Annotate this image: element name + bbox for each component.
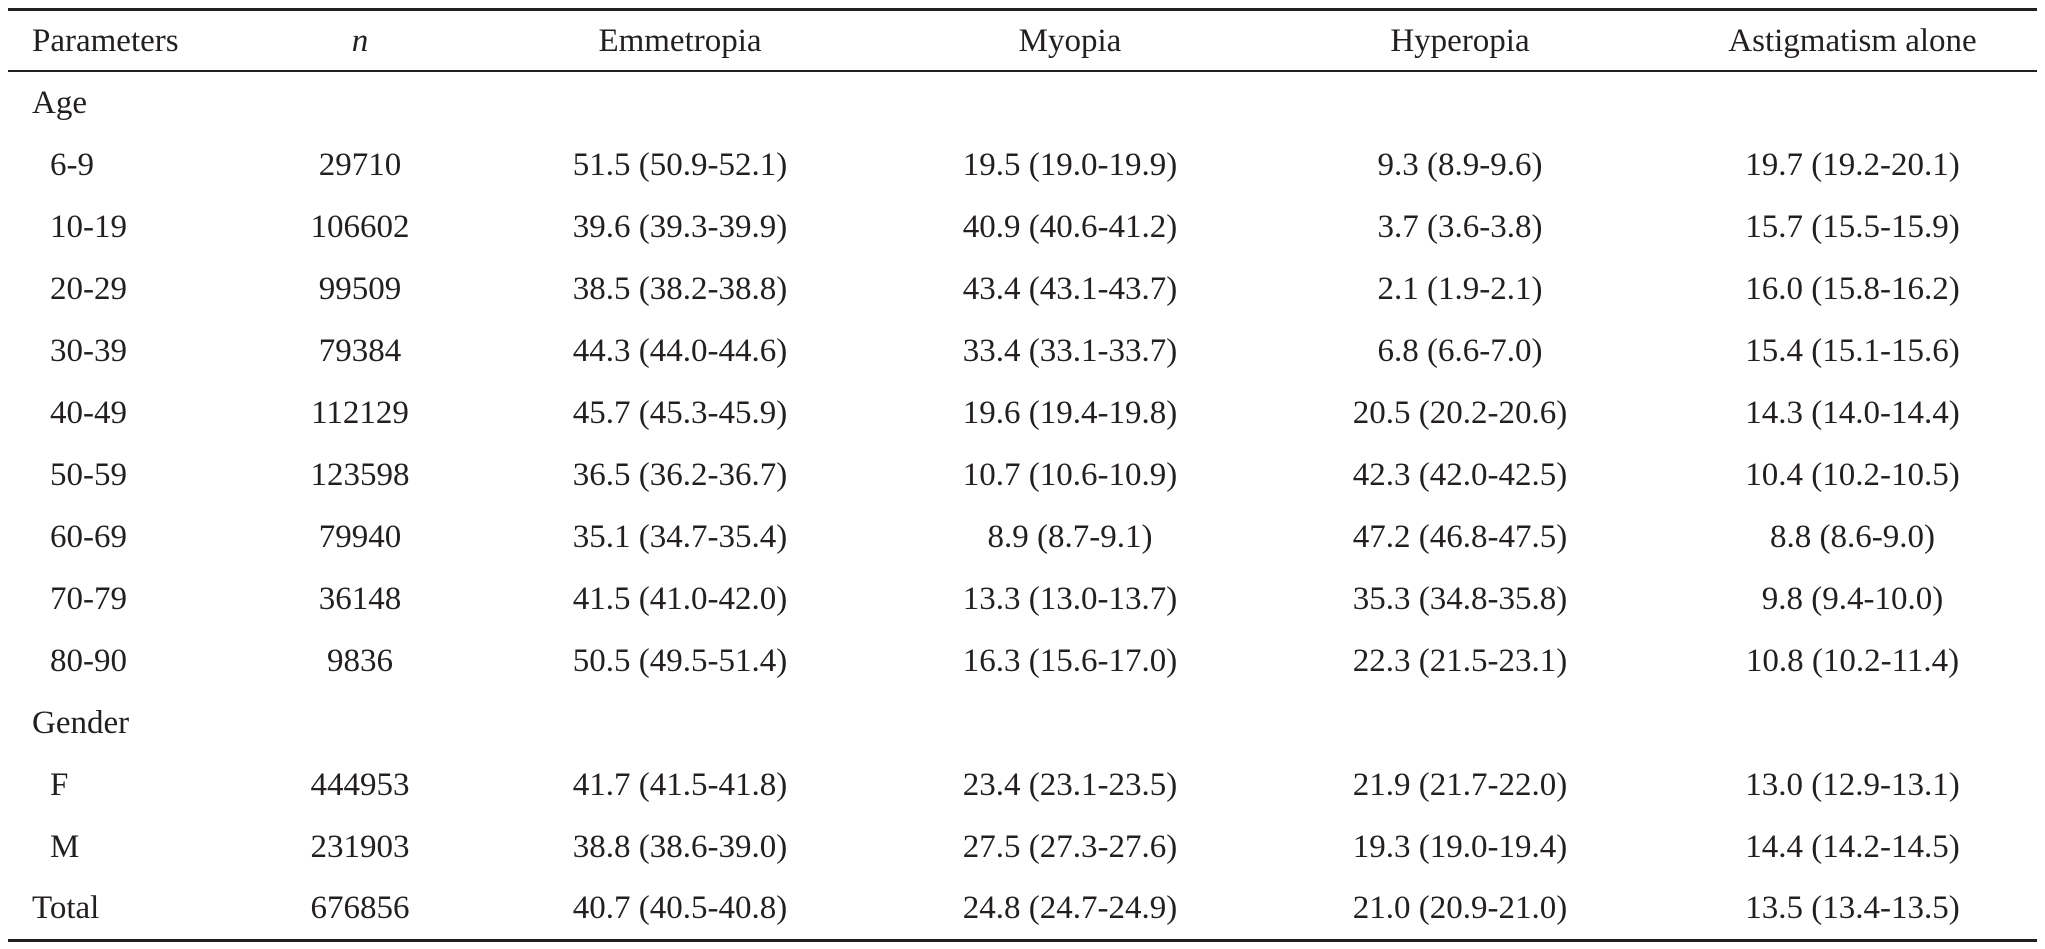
cell-astigmatism-alone: 13.0 (12.9-13.1) bbox=[1745, 766, 1960, 803]
table-row: 20-29 99509 38.5 (38.2-38.8) 43.4 (43.1-… bbox=[0, 258, 2045, 320]
cell-n: 36148 bbox=[318, 580, 402, 617]
cell-astigmatism-alone: 9.8 (9.4-10.0) bbox=[1761, 580, 1944, 617]
cell-n: 112129 bbox=[311, 394, 409, 431]
row-label: F bbox=[50, 766, 69, 803]
row-label: 20-29 bbox=[50, 270, 127, 307]
cell-myopia: 19.5 (19.0-19.9) bbox=[962, 146, 1178, 183]
table-row: 30-39 79384 44.3 (44.0-44.6) 33.4 (33.1-… bbox=[0, 320, 2045, 382]
cell-emmetropia: 41.7 (41.5-41.8) bbox=[572, 766, 788, 803]
cell-n: 79384 bbox=[318, 332, 402, 369]
cell-n: 9836 bbox=[327, 642, 393, 679]
cell-myopia: 27.5 (27.3-27.6) bbox=[962, 828, 1178, 865]
table-row: 70-79 36148 41.5 (41.0-42.0) 13.3 (13.0-… bbox=[0, 568, 2045, 630]
cell-emmetropia: 39.6 (39.3-39.9) bbox=[572, 208, 788, 245]
cell-n: 444953 bbox=[310, 766, 410, 803]
cell-astigmatism-alone: 8.8 (8.6-9.0) bbox=[1770, 518, 1935, 555]
table-row: 6-9 29710 51.5 (50.9-52.1) 19.5 (19.0-19… bbox=[0, 134, 2045, 196]
cell-myopia: 23.4 (23.1-23.5) bbox=[962, 766, 1178, 803]
cell-hyperopia: 35.3 (34.8-35.8) bbox=[1352, 580, 1568, 617]
row-label: 10-19 bbox=[50, 208, 127, 245]
cell-n: 99509 bbox=[318, 270, 402, 307]
row-label: 50-59 bbox=[50, 456, 127, 493]
table-row: 10-19 106602 39.6 (39.3-39.9) 40.9 (40.6… bbox=[0, 196, 2045, 258]
cell-hyperopia: 3.7 (3.6-3.8) bbox=[1377, 208, 1543, 245]
cell-myopia: 13.3 (13.0-13.7) bbox=[962, 580, 1178, 617]
cell-emmetropia: 50.5 (49.5-51.4) bbox=[572, 642, 788, 679]
cell-astigmatism-alone: 10.4 (10.2-10.5) bbox=[1745, 456, 1960, 493]
cell-astigmatism-alone: 14.4 (14.2-14.5) bbox=[1745, 828, 1960, 865]
row-label: 60-69 bbox=[50, 518, 127, 555]
cell-myopia: 33.4 (33.1-33.7) bbox=[962, 332, 1178, 369]
cell-emmetropia: 36.5 (36.2-36.7) bbox=[572, 456, 788, 493]
table-row: F 444953 41.7 (41.5-41.8) 23.4 (23.1-23.… bbox=[0, 754, 2045, 816]
cell-myopia: 40.9 (40.6-41.2) bbox=[962, 208, 1178, 245]
table-header-row: Parameters n Emmetropia Myopia Hyperopia… bbox=[0, 10, 2045, 72]
header-hyperopia: Hyperopia bbox=[1390, 22, 1530, 59]
table-row: 40-49 112129 45.7 (45.3-45.9) 19.6 (19.4… bbox=[0, 382, 2045, 444]
cell-myopia: 8.9 (8.7-9.1) bbox=[987, 518, 1153, 555]
cell-hyperopia: 47.2 (46.8-47.5) bbox=[1352, 518, 1568, 555]
cell-hyperopia: 19.3 (19.0-19.4) bbox=[1352, 828, 1568, 865]
header-astigmatism-alone: Astigmatism alone bbox=[1728, 22, 1977, 59]
row-label: 40-49 bbox=[50, 394, 127, 431]
header-parameters: Parameters bbox=[32, 22, 179, 59]
header-myopia: Myopia bbox=[1018, 22, 1122, 59]
cell-hyperopia: 6.8 (6.6-7.0) bbox=[1377, 332, 1543, 369]
group-row-gender: Gender bbox=[0, 692, 2045, 754]
cell-n: 231903 bbox=[310, 828, 410, 865]
table-row: 50-59 123598 36.5 (36.2-36.7) 10.7 (10.6… bbox=[0, 444, 2045, 506]
table-row-total: Total 676856 40.7 (40.5-40.8) 24.8 (24.7… bbox=[0, 877, 2045, 939]
cell-emmetropia: 51.5 (50.9-52.1) bbox=[572, 146, 788, 183]
cell-myopia: 43.4 (43.1-43.7) bbox=[962, 270, 1178, 307]
cell-emmetropia: 44.3 (44.0-44.6) bbox=[572, 332, 788, 369]
cell-hyperopia: 21.0 (20.9-21.0) bbox=[1352, 889, 1568, 926]
table-header-rule bbox=[8, 70, 2037, 72]
table-row: 60-69 79940 35.1 (34.7-35.4) 8.9 (8.7-9.… bbox=[0, 506, 2045, 568]
cell-n: 106602 bbox=[310, 208, 410, 245]
row-label: 80-90 bbox=[50, 642, 127, 679]
cell-astigmatism-alone: 14.3 (14.0-14.4) bbox=[1745, 394, 1960, 431]
table-row: M 231903 38.8 (38.6-39.0) 27.5 (27.3-27.… bbox=[0, 816, 2045, 878]
cell-hyperopia: 21.9 (21.7-22.0) bbox=[1352, 766, 1568, 803]
cell-astigmatism-alone: 19.7 (19.2-20.1) bbox=[1745, 146, 1960, 183]
cell-n: 676856 bbox=[310, 889, 410, 926]
row-label: 30-39 bbox=[50, 332, 127, 369]
cell-hyperopia: 2.1 (1.9-2.1) bbox=[1377, 270, 1543, 307]
cell-hyperopia: 42.3 (42.0-42.5) bbox=[1352, 456, 1568, 493]
cell-myopia: 19.6 (19.4-19.8) bbox=[962, 394, 1178, 431]
table-top-rule bbox=[8, 8, 2037, 11]
cell-astigmatism-alone: 13.5 (13.4-13.5) bbox=[1745, 889, 1960, 926]
cell-myopia: 10.7 (10.6-10.9) bbox=[962, 456, 1178, 493]
cell-myopia: 16.3 (15.6-17.0) bbox=[962, 642, 1178, 679]
cell-n: 79940 bbox=[318, 518, 402, 555]
row-label: 70-79 bbox=[50, 580, 127, 617]
cell-myopia: 24.8 (24.7-24.9) bbox=[962, 889, 1178, 926]
row-label: 6-9 bbox=[50, 146, 94, 183]
row-label-total: Total bbox=[32, 889, 100, 926]
cell-hyperopia: 22.3 (21.5-23.1) bbox=[1352, 642, 1568, 679]
cell-hyperopia: 9.3 (8.9-9.6) bbox=[1377, 146, 1543, 183]
cell-emmetropia: 38.5 (38.2-38.8) bbox=[572, 270, 788, 307]
cell-n: 29710 bbox=[318, 146, 402, 183]
cell-emmetropia: 35.1 (34.7-35.4) bbox=[572, 518, 788, 555]
cell-emmetropia: 41.5 (41.0-42.0) bbox=[572, 580, 788, 617]
header-n: n bbox=[351, 22, 369, 59]
cell-emmetropia: 45.7 (45.3-45.9) bbox=[572, 394, 788, 431]
table-row: 80-90 9836 50.5 (49.5-51.4) 16.3 (15.6-1… bbox=[0, 630, 2045, 692]
cell-astigmatism-alone: 16.0 (15.8-16.2) bbox=[1745, 270, 1960, 307]
header-emmetropia: Emmetropia bbox=[598, 22, 762, 59]
group-row-age: Age bbox=[0, 72, 2045, 134]
group-label-age: Age bbox=[32, 84, 87, 121]
cell-astigmatism-alone: 10.8 (10.2-11.4) bbox=[1745, 642, 1960, 679]
cell-emmetropia: 38.8 (38.6-39.0) bbox=[572, 828, 788, 865]
cell-hyperopia: 20.5 (20.2-20.6) bbox=[1352, 394, 1568, 431]
table-bottom-rule bbox=[8, 939, 2037, 942]
cell-astigmatism-alone: 15.7 (15.5-15.9) bbox=[1745, 208, 1960, 245]
cell-emmetropia: 40.7 (40.5-40.8) bbox=[572, 889, 788, 926]
row-label: M bbox=[50, 828, 80, 865]
group-label-gender: Gender bbox=[32, 704, 130, 741]
cell-n: 123598 bbox=[310, 456, 410, 493]
cell-astigmatism-alone: 15.4 (15.1-15.6) bbox=[1745, 332, 1960, 369]
